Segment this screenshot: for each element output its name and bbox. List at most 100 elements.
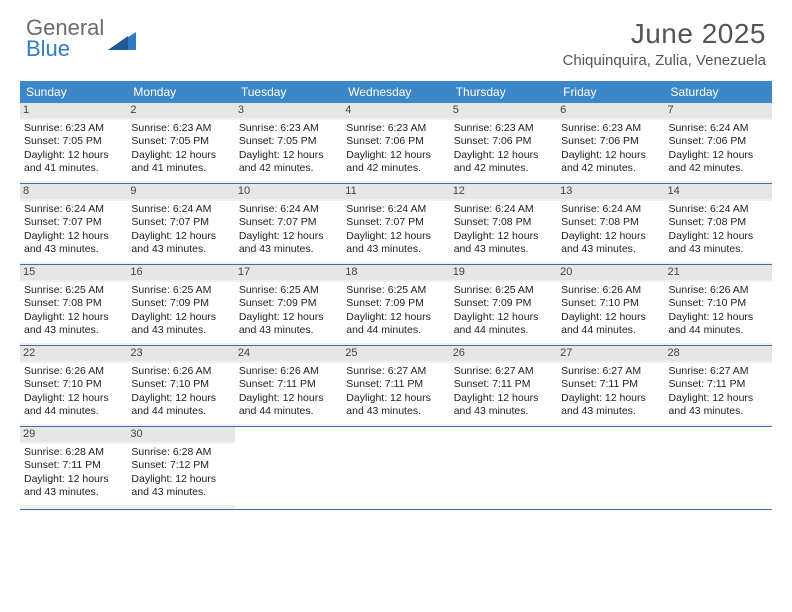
day-cell	[557, 427, 664, 509]
sunset-line: Sunset: 7:09 PM	[131, 297, 230, 310]
day-number: 26	[450, 346, 557, 361]
daylight-line: Daylight: 12 hours and 44 minutes.	[454, 311, 553, 338]
sunrise-line: Sunrise: 6:23 AM	[561, 122, 660, 135]
day-cell: 8 Sunrise: 6:24 AMSunset: 7:07 PMDaylight…	[20, 184, 127, 264]
sunrise-line: Sunrise: 6:23 AM	[454, 122, 553, 135]
day-details: Sunrise: 6:25 AMSunset: 7:09 PMDaylight:…	[127, 282, 234, 343]
daylight-line: Daylight: 12 hours and 42 minutes.	[669, 149, 768, 176]
day-number: 8	[20, 184, 127, 199]
day-number: 18	[342, 265, 449, 280]
sunrise-line: Sunrise: 6:24 AM	[669, 203, 768, 216]
sunset-line: Sunset: 7:10 PM	[24, 378, 123, 391]
sunset-line: Sunset: 7:10 PM	[131, 378, 230, 391]
day-details: Sunrise: 6:26 AMSunset: 7:10 PMDaylight:…	[557, 282, 664, 343]
sunrise-line: Sunrise: 6:25 AM	[346, 284, 445, 297]
calendar: SundayMondayTuesdayWednesdayThursdayFrid…	[20, 81, 772, 510]
sunrise-line: Sunrise: 6:23 AM	[239, 122, 338, 135]
day-cell: 28Sunrise: 6:27 AMSunset: 7:11 PMDayligh…	[665, 346, 772, 426]
sunrise-line: Sunrise: 6:23 AM	[24, 122, 123, 135]
day-number: 16	[127, 265, 234, 280]
logo: General Blue	[26, 18, 136, 60]
day-cell: 14 Sunrise: 6:24 AMSunset: 7:08 PMDayligh…	[665, 184, 772, 264]
day-number: 1	[20, 103, 127, 118]
daylight-line: Daylight: 12 hours and 43 minutes.	[239, 311, 338, 338]
daylight-line: Daylight: 12 hours and 44 minutes.	[669, 311, 768, 338]
day-number: 9	[127, 184, 234, 199]
week-row: 22Sunrise: 6:26 AMSunset: 7:10 PMDayligh…	[20, 346, 772, 427]
day-number: 19	[450, 265, 557, 280]
sunrise-line: Sunrise: 6:24 AM	[561, 203, 660, 216]
day-details: Sunrise: 6:27 AMSunset: 7:11 PMDaylight:…	[665, 363, 772, 424]
dow-header-cell: Wednesday	[342, 81, 449, 103]
day-cell: 21Sunrise: 6:26 AMSunset: 7:10 PMDayligh…	[665, 265, 772, 345]
day-details: Sunrise: 6:24 AMSunset: 7:08 PMDaylight:…	[665, 201, 772, 262]
title-block: June 2025 Chiquinquira, Zulia, Venezuela	[563, 18, 766, 69]
dow-header-row: SundayMondayTuesdayWednesdayThursdayFrid…	[20, 81, 772, 103]
daylight-line: Daylight: 12 hours and 42 minutes.	[454, 149, 553, 176]
week-row: 29 Sunrise: 6:28 AMSunset: 7:11 PMDayligh…	[20, 427, 772, 510]
sunset-line: Sunset: 7:05 PM	[24, 135, 123, 148]
day-cell: 19 Sunrise: 6:25 AMSunset: 7:09 PMDayligh…	[450, 265, 557, 345]
day-cell: 23 Sunrise: 6:26 AMSunset: 7:10 PMDayligh…	[127, 346, 234, 426]
daylight-line: Daylight: 12 hours and 43 minutes.	[24, 311, 123, 338]
day-number: 20	[557, 265, 664, 280]
day-details: Sunrise: 6:24 AMSunset: 7:07 PMDaylight:…	[342, 201, 449, 262]
sunset-line: Sunset: 7:09 PM	[239, 297, 338, 310]
day-cell: 24Sunrise: 6:26 AMSunset: 7:11 PMDayligh…	[235, 346, 342, 426]
day-details: Sunrise: 6:24 AMSunset: 7:06 PMDaylight:…	[665, 120, 772, 181]
day-number: 2	[127, 103, 234, 118]
daylight-line: Daylight: 12 hours and 42 minutes.	[239, 149, 338, 176]
sunset-line: Sunset: 7:11 PM	[669, 378, 768, 391]
sunset-line: Sunset: 7:10 PM	[669, 297, 768, 310]
day-details: Sunrise: 6:26 AMSunset: 7:10 PMDaylight:…	[127, 363, 234, 424]
day-details: Sunrise: 6:27 AMSunset: 7:11 PMDaylight:…	[342, 363, 449, 424]
sunrise-line: Sunrise: 6:24 AM	[24, 203, 123, 216]
daylight-line: Daylight: 12 hours and 43 minutes.	[454, 230, 553, 257]
day-number: 4	[342, 103, 449, 118]
daylight-line: Daylight: 12 hours and 43 minutes.	[561, 230, 660, 257]
dow-header-cell: Friday	[557, 81, 664, 103]
day-number: 14	[665, 184, 772, 199]
day-number: 23	[127, 346, 234, 361]
day-cell: 9Sunrise: 6:24 AMSunset: 7:07 PMDaylight…	[127, 184, 234, 264]
day-number: 13	[557, 184, 664, 199]
day-cell: 7Sunrise: 6:24 AMSunset: 7:06 PMDaylight…	[665, 103, 772, 183]
day-details: Sunrise: 6:27 AMSunset: 7:11 PMDaylight:…	[450, 363, 557, 424]
day-details: Sunrise: 6:23 AMSunset: 7:05 PMDaylight:…	[127, 120, 234, 181]
daylight-line: Daylight: 12 hours and 44 minutes.	[131, 392, 230, 419]
sunset-line: Sunset: 7:06 PM	[561, 135, 660, 148]
day-cell: 22Sunrise: 6:26 AMSunset: 7:10 PMDayligh…	[20, 346, 127, 426]
calendar-body: 1Sunrise: 6:23 AMSunset: 7:05 PMDaylight…	[20, 103, 772, 510]
sunset-line: Sunset: 7:05 PM	[239, 135, 338, 148]
day-number: 11	[342, 184, 449, 199]
sunset-line: Sunset: 7:11 PM	[561, 378, 660, 391]
sunrise-line: Sunrise: 6:26 AM	[131, 365, 230, 378]
day-cell: 17Sunrise: 6:25 AMSunset: 7:09 PMDayligh…	[235, 265, 342, 345]
day-details: Sunrise: 6:24 AMSunset: 7:07 PMDaylight:…	[20, 201, 127, 262]
day-cell	[235, 427, 342, 509]
day-details: Sunrise: 6:26 AMSunset: 7:11 PMDaylight:…	[235, 363, 342, 424]
day-cell: 3Sunrise: 6:23 AMSunset: 7:05 PMDaylight…	[235, 103, 342, 183]
day-number: 29	[20, 427, 127, 442]
day-number: 17	[235, 265, 342, 280]
day-details: Sunrise: 6:27 AMSunset: 7:11 PMDaylight:…	[557, 363, 664, 424]
day-details: Sunrise: 6:23 AMSunset: 7:06 PMDaylight:…	[557, 120, 664, 181]
sunrise-line: Sunrise: 6:27 AM	[561, 365, 660, 378]
sunset-line: Sunset: 7:06 PM	[346, 135, 445, 148]
day-details: Sunrise: 6:24 AMSunset: 7:08 PMDaylight:…	[450, 201, 557, 262]
sunrise-line: Sunrise: 6:25 AM	[454, 284, 553, 297]
day-cell	[450, 427, 557, 509]
page-header: General Blue June 2025 Chiquinquira, Zul…	[0, 0, 792, 75]
day-details: Sunrise: 6:24 AMSunset: 7:07 PMDaylight:…	[235, 201, 342, 262]
daylight-line: Daylight: 12 hours and 43 minutes.	[669, 230, 768, 257]
day-details: Sunrise: 6:25 AMSunset: 7:09 PMDaylight:…	[450, 282, 557, 343]
sunset-line: Sunset: 7:06 PM	[669, 135, 768, 148]
day-details: Sunrise: 6:23 AMSunset: 7:06 PMDaylight:…	[342, 120, 449, 181]
daylight-line: Daylight: 12 hours and 43 minutes.	[346, 392, 445, 419]
sunset-line: Sunset: 7:10 PM	[561, 297, 660, 310]
day-details: Sunrise: 6:23 AMSunset: 7:05 PMDaylight:…	[235, 120, 342, 181]
day-cell: 27Sunrise: 6:27 AMSunset: 7:11 PMDayligh…	[557, 346, 664, 426]
day-details: Sunrise: 6:28 AMSunset: 7:11 PMDaylight:…	[20, 444, 127, 505]
daylight-line: Daylight: 12 hours and 42 minutes.	[561, 149, 660, 176]
logo-triangle-icon	[108, 28, 136, 50]
